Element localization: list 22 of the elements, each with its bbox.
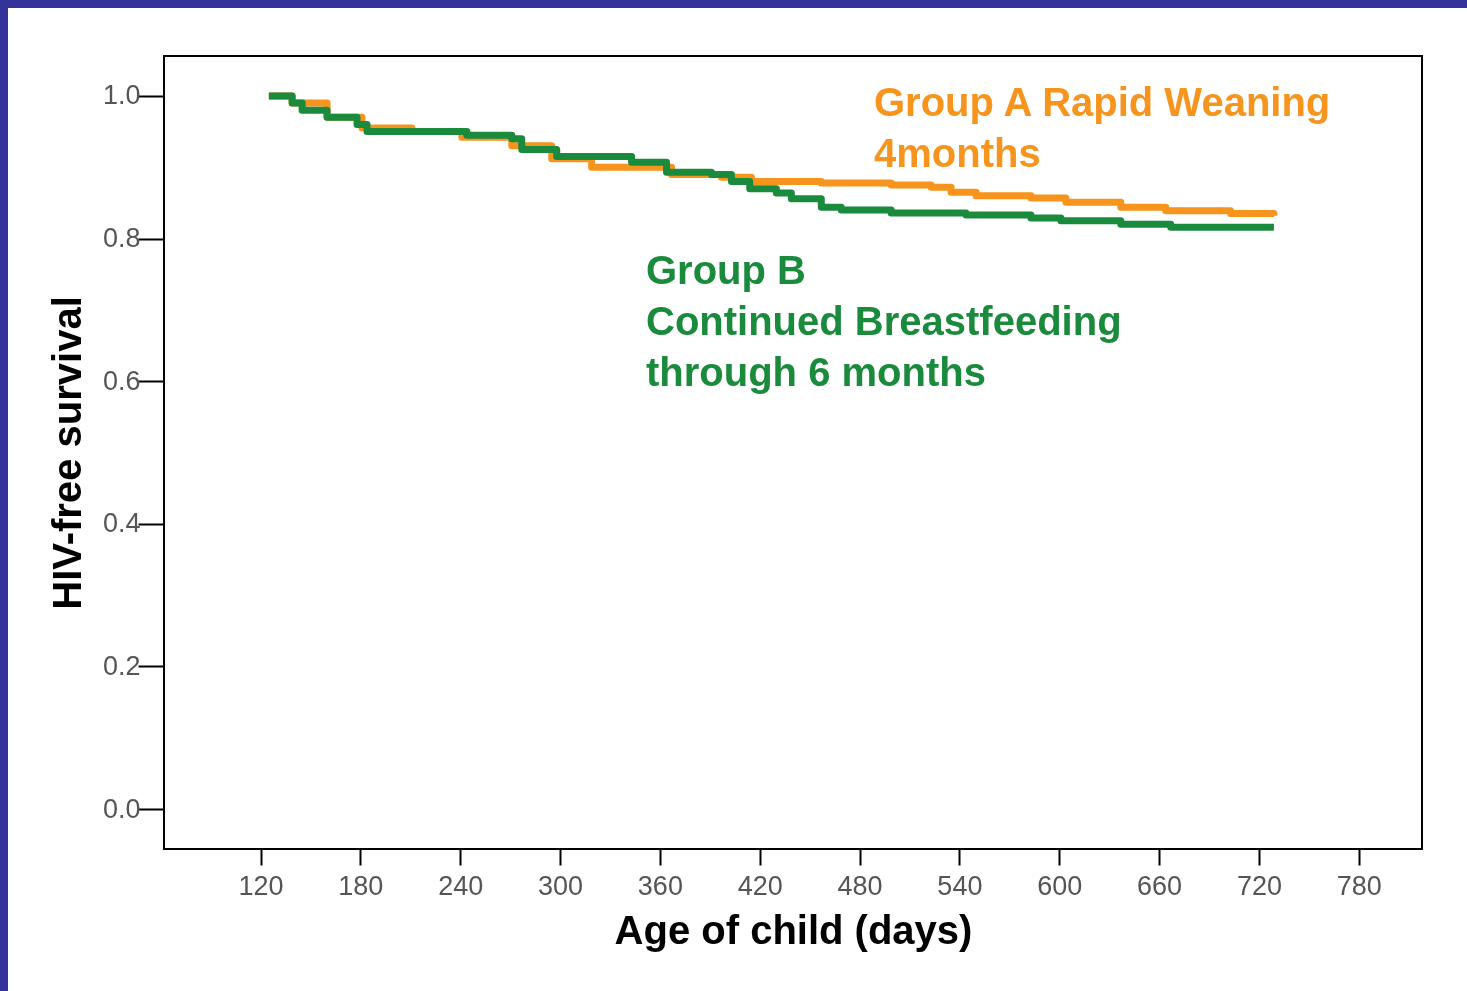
x-tick-label: 540	[937, 870, 983, 901]
y-axis-title: HIV-free survival	[44, 296, 89, 610]
x-tick-label: 300	[538, 870, 584, 901]
x-tick-label: 240	[438, 870, 484, 901]
series-label: Group B Continued Breastfeeding through 6 months	[646, 248, 1122, 394]
y-tick-label: 0.4	[102, 508, 141, 539]
y-tick-label: 0.8	[102, 223, 141, 254]
x-tick-label: 420	[737, 870, 783, 901]
y-tick-label: 0.2	[102, 650, 141, 681]
x-axis-title: Age of child (days)	[614, 907, 973, 952]
x-tick-label: 180	[338, 870, 384, 901]
series-label: Group A Rapid Weaning 4months	[874, 80, 1331, 175]
x-tick-label: 360	[637, 870, 683, 901]
x-tick-label: 480	[837, 870, 883, 901]
y-tick-label: 1.0	[102, 80, 141, 111]
x-tick-label: 660	[1137, 870, 1183, 901]
y-tick-label: 0.6	[102, 365, 141, 396]
x-tick-label: 120	[238, 870, 284, 901]
x-tick-label: 600	[1037, 870, 1083, 901]
x-tick-label: 780	[1336, 870, 1382, 901]
x-tick-label: 720	[1236, 870, 1282, 901]
y-tick-label: 0.0	[102, 793, 141, 824]
